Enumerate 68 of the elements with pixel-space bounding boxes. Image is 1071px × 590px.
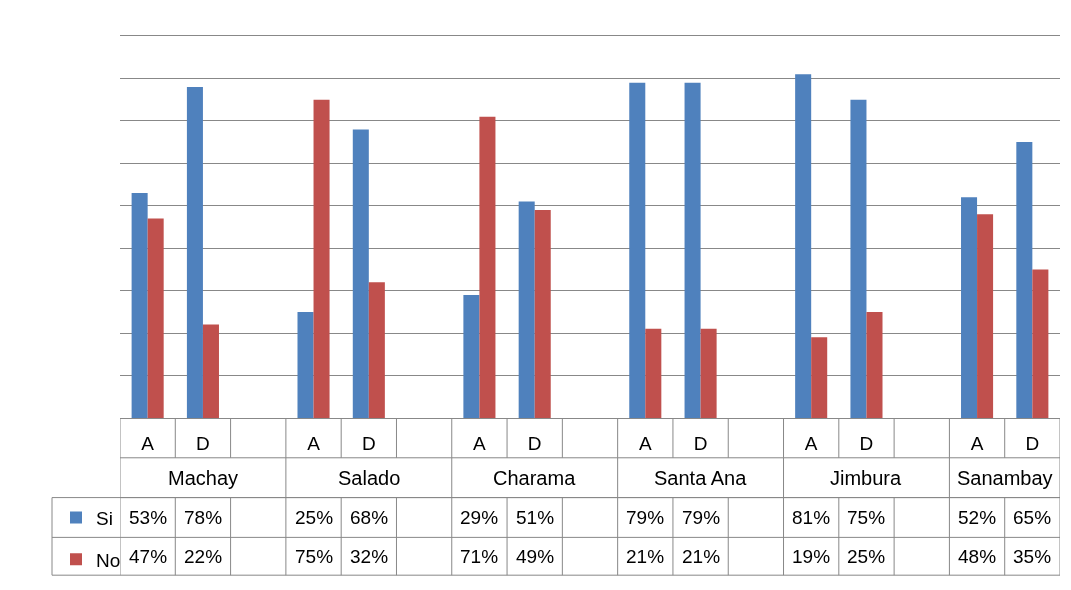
bar	[518, 201, 535, 418]
bar	[961, 197, 978, 418]
data-label: 29%	[460, 507, 499, 528]
text: Salado	[338, 467, 401, 489]
bar	[147, 218, 164, 418]
bar	[352, 129, 369, 418]
bar	[479, 116, 496, 418]
text: Jimbura	[830, 467, 903, 489]
bar	[313, 99, 330, 418]
bar	[977, 214, 994, 418]
legend-label: No	[96, 549, 121, 571]
data-label: 78%	[184, 507, 223, 528]
data-label: 71%	[460, 546, 499, 567]
x-tick-label: A	[970, 432, 984, 454]
x-tick-label: A	[307, 432, 321, 454]
data-label: 65%	[1013, 507, 1052, 528]
data-label: 52%	[958, 507, 997, 528]
data-label: 35%	[1013, 546, 1052, 567]
x-tick-label: A	[804, 432, 818, 454]
bar	[534, 210, 551, 418]
data-label: 75%	[847, 507, 886, 528]
bar	[866, 311, 883, 418]
text: Sanambay	[957, 467, 1053, 489]
data-label: 48%	[958, 546, 997, 567]
data-label: 53%	[129, 507, 168, 528]
data-label: 79%	[682, 507, 721, 528]
x-tick-label: A	[638, 432, 652, 454]
data-label: 51%	[516, 507, 555, 528]
x-tick-label: D	[693, 432, 708, 454]
data-label: 49%	[516, 546, 555, 567]
legend-label: Si	[96, 507, 113, 529]
data-label: 19%	[792, 546, 831, 567]
data-label: 25%	[295, 507, 334, 528]
bar	[186, 86, 203, 418]
data-label: 25%	[847, 546, 886, 567]
bar	[629, 82, 646, 418]
bar	[811, 337, 828, 418]
x-tick-label: D	[859, 432, 874, 454]
data-label: 47%	[129, 546, 168, 567]
bar	[131, 193, 148, 418]
bar	[202, 324, 219, 418]
x-tick-label: A	[141, 432, 155, 454]
text: Santa Ana	[654, 467, 748, 489]
x-tick-label: D	[1025, 432, 1040, 454]
x-tick-label: D	[361, 432, 376, 454]
bar	[463, 294, 480, 418]
bar	[1032, 269, 1049, 418]
bar	[368, 282, 385, 418]
data-label: 79%	[626, 507, 665, 528]
data-label: 68%	[350, 507, 389, 528]
data-label: 22%	[184, 546, 223, 567]
bar	[645, 328, 662, 418]
data-label: 81%	[792, 507, 831, 528]
bar	[795, 74, 812, 418]
text: Machay	[168, 467, 239, 489]
bar	[850, 99, 867, 418]
data-label: 21%	[682, 546, 721, 567]
x-tick-label: A	[473, 432, 487, 454]
data-label: 75%	[295, 546, 334, 567]
x-tick-label: D	[196, 432, 210, 454]
data-label: 21%	[626, 546, 665, 567]
text: Charama	[493, 467, 577, 489]
data-label: 32%	[350, 546, 389, 567]
bar	[1016, 142, 1033, 418]
bar	[297, 311, 314, 418]
x-tick-label: D	[527, 432, 542, 454]
bar	[700, 328, 717, 418]
bar	[684, 82, 701, 418]
